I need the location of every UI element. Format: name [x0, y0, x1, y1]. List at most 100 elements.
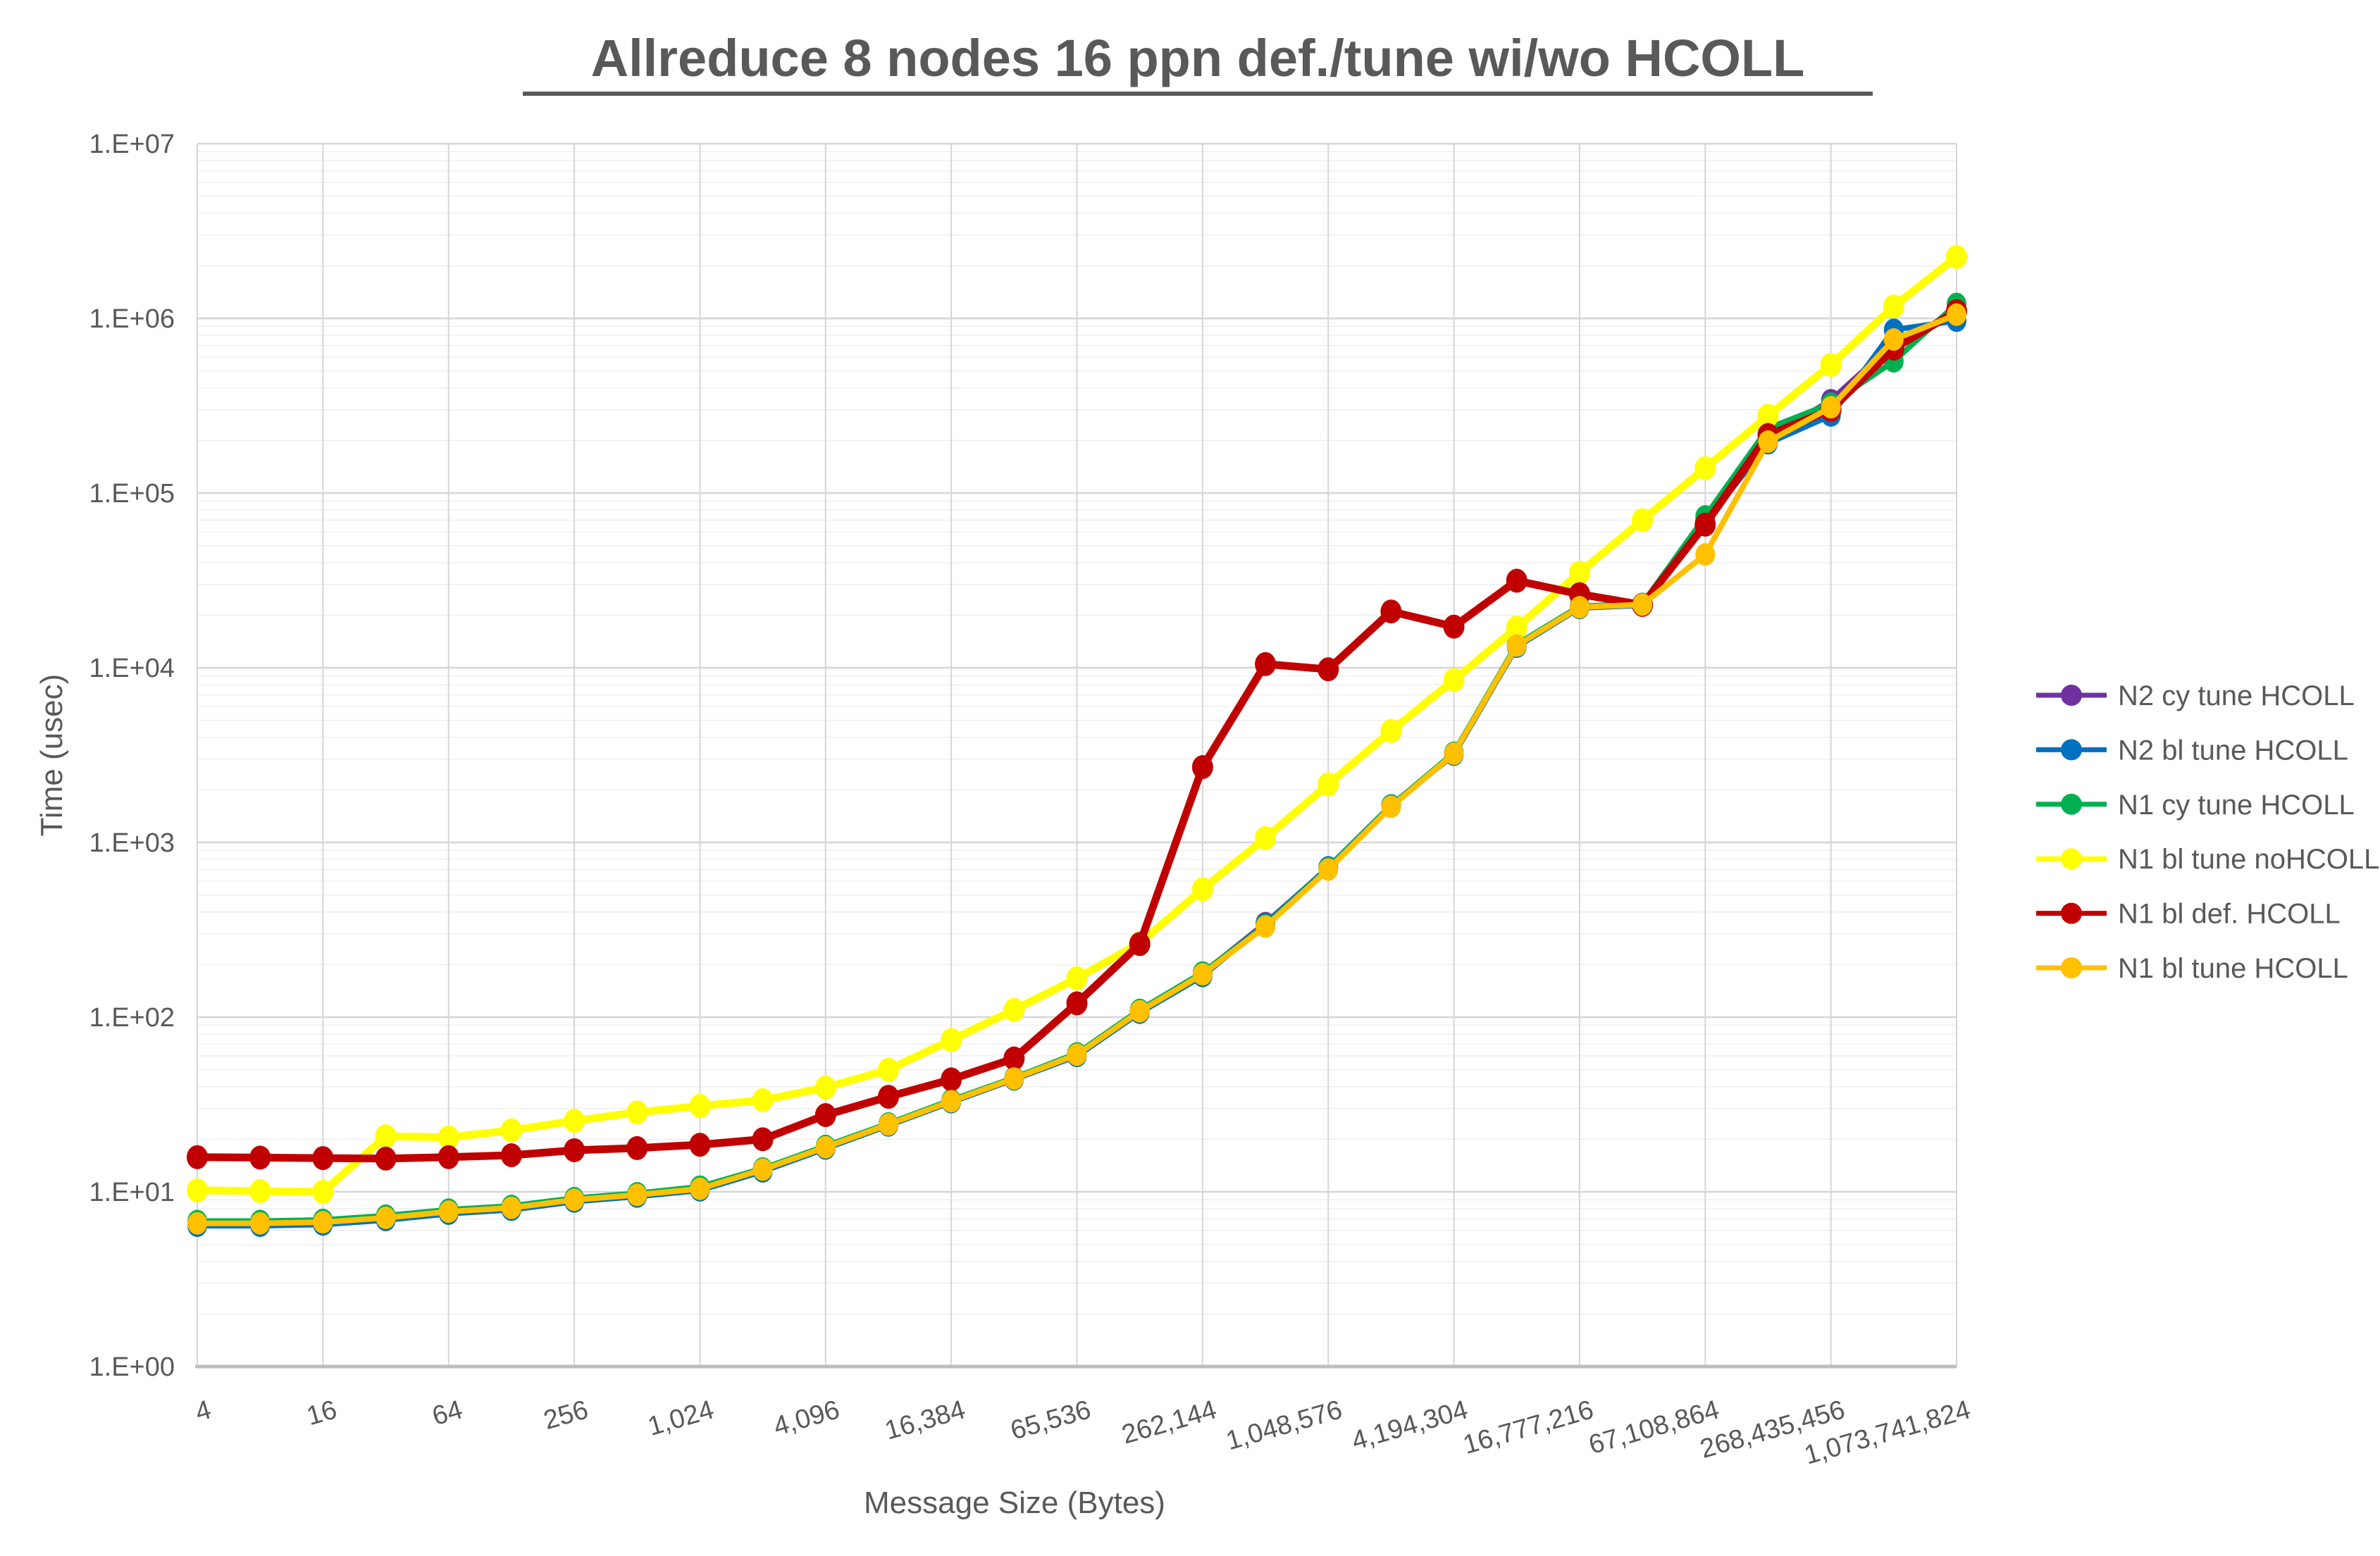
legend-label: N1 bl def. HCOLL [2118, 899, 2341, 930]
data-point-marker [1066, 966, 1088, 990]
data-point-marker [1191, 755, 1213, 780]
data-point-marker [941, 1090, 962, 1113]
data-point-marker [1192, 963, 1213, 986]
data-point-marker [564, 1109, 585, 1133]
legend-dot-marker [2061, 793, 2082, 815]
data-point-marker [1067, 1043, 1087, 1066]
x-tick-label: 4 [192, 1395, 215, 1427]
data-point-marker [249, 1178, 271, 1203]
legend-item-n2-bl-tune-hcoll: N2 bl tune HCOLL [2036, 735, 2348, 766]
data-point-marker [1004, 1067, 1024, 1090]
x-tick-label: 16,384 [881, 1395, 968, 1445]
data-point-marker [941, 1067, 962, 1092]
data-point-marker [752, 1127, 774, 1152]
data-point-marker [626, 1100, 648, 1125]
data-point-marker [375, 1146, 397, 1171]
data-point-marker [312, 1180, 334, 1204]
data-point-marker [1256, 915, 1276, 938]
data-point-marker [438, 1200, 459, 1224]
data-point-marker [941, 1028, 962, 1052]
data-point-marker [814, 1076, 836, 1100]
legend-item-n1-bl-tune-hcoll: N1 bl tune HCOLL [2036, 953, 2348, 984]
series-n1-bl-tune-hcoll [187, 303, 1966, 1235]
legend: N2 cy tune HCOLL N2 bl tune HCOLL N1 cy tu… [2036, 680, 2379, 984]
y-tick-label: 1.E+04 [89, 654, 175, 683]
x-tick-label: 262,144 [1119, 1395, 1220, 1450]
data-point-marker [752, 1088, 774, 1112]
x-tick-label: 1,048,576 [1223, 1395, 1346, 1456]
data-point-marker [815, 1135, 836, 1159]
major-gridlines [197, 142, 1957, 1368]
data-point-marker [501, 1196, 521, 1219]
data-point-marker [1758, 430, 1778, 453]
data-point-marker [877, 1057, 899, 1082]
data-point-marker [1820, 352, 1842, 377]
data-point-marker [249, 1145, 271, 1170]
data-point-marker [1695, 543, 1716, 566]
data-point-marker [375, 1124, 397, 1149]
legend-item-n1-bl-def-hcoll: N1 bl def. HCOLL [2036, 899, 2341, 930]
data-point-marker [376, 1206, 396, 1229]
legend-label: N2 bl tune HCOLL [2118, 735, 2348, 766]
data-point-marker [878, 1113, 898, 1136]
data-point-marker [187, 1212, 207, 1235]
data-point-marker [1129, 932, 1151, 957]
data-point-marker [1947, 303, 1966, 326]
data-point-marker [1255, 652, 1277, 676]
legend-label: N2 cy tune HCOLL [2118, 680, 2355, 711]
x-axis-tick-labels: 4 16 64 256 1,024 4,096 16,384 65,536 262,144 1,0… [192, 1395, 1974, 1470]
data-point-marker [500, 1118, 522, 1143]
y-axis-title: Time (usec) [35, 674, 69, 837]
data-point-marker [1694, 512, 1716, 537]
data-point-marker [689, 1094, 711, 1119]
data-point-marker [1506, 568, 1527, 593]
data-point-marker [627, 1183, 647, 1207]
data-point-marker [1255, 826, 1277, 850]
data-point-marker [1946, 244, 1967, 269]
data-point-marker [1003, 997, 1025, 1022]
data-point-marker [1444, 742, 1464, 766]
x-tick-label: 4,096 [770, 1395, 843, 1442]
data-point-marker [187, 1178, 208, 1202]
y-tick-label: 1.E+02 [89, 1003, 175, 1033]
y-tick-label: 1.E+05 [89, 479, 175, 509]
data-point-marker [500, 1143, 522, 1168]
legend-item-n1-cy-tune-hcoll: N1 cy tune HCOLL [2036, 790, 2355, 821]
legend-dot-marker [2061, 739, 2082, 761]
data-point-marker [1380, 599, 1402, 624]
x-tick-label: 256 [540, 1395, 592, 1436]
x-tick-label: 65,536 [1008, 1395, 1094, 1445]
data-point-marker [1506, 634, 1527, 657]
data-point-marker [1506, 615, 1527, 640]
legend-dot-marker [2061, 957, 2082, 978]
data-point-marker [1318, 657, 1339, 682]
data-point-marker [564, 1138, 585, 1162]
data-point-marker [690, 1177, 710, 1200]
data-point-marker [438, 1145, 459, 1169]
data-point-marker [1569, 596, 1589, 619]
y-tick-label: 1.E+00 [89, 1352, 175, 1382]
data-point-marker [1318, 858, 1339, 881]
legend-label: N1 cy tune HCOLL [2118, 790, 2355, 821]
data-point-marker [1191, 877, 1213, 902]
data-point-marker [1443, 614, 1465, 639]
data-point-marker [1066, 991, 1088, 1016]
x-tick-label: 1,024 [645, 1395, 717, 1442]
data-point-marker [1883, 294, 1904, 319]
data-point-marker [250, 1212, 271, 1235]
data-point-marker [1632, 593, 1653, 616]
data-point-marker [1380, 718, 1402, 743]
data-point-marker [564, 1188, 585, 1212]
chart-title: Allreduce 8 nodes 16 ppn def./tune wi/wo… [591, 29, 1805, 87]
x-axis-title: Message Size (Bytes) [864, 1486, 1165, 1520]
data-point-marker [1318, 772, 1339, 797]
data-point-marker [1129, 1000, 1150, 1023]
x-tick-label: 16 [304, 1395, 340, 1431]
data-point-marker [1632, 508, 1654, 533]
legend-dot-marker [2061, 902, 2082, 924]
data-point-marker [1381, 795, 1401, 819]
legend-item-n1-bl-tune-nohcoll: N1 bl tune noHCOLL [2036, 844, 2379, 875]
data-point-marker [877, 1085, 899, 1109]
